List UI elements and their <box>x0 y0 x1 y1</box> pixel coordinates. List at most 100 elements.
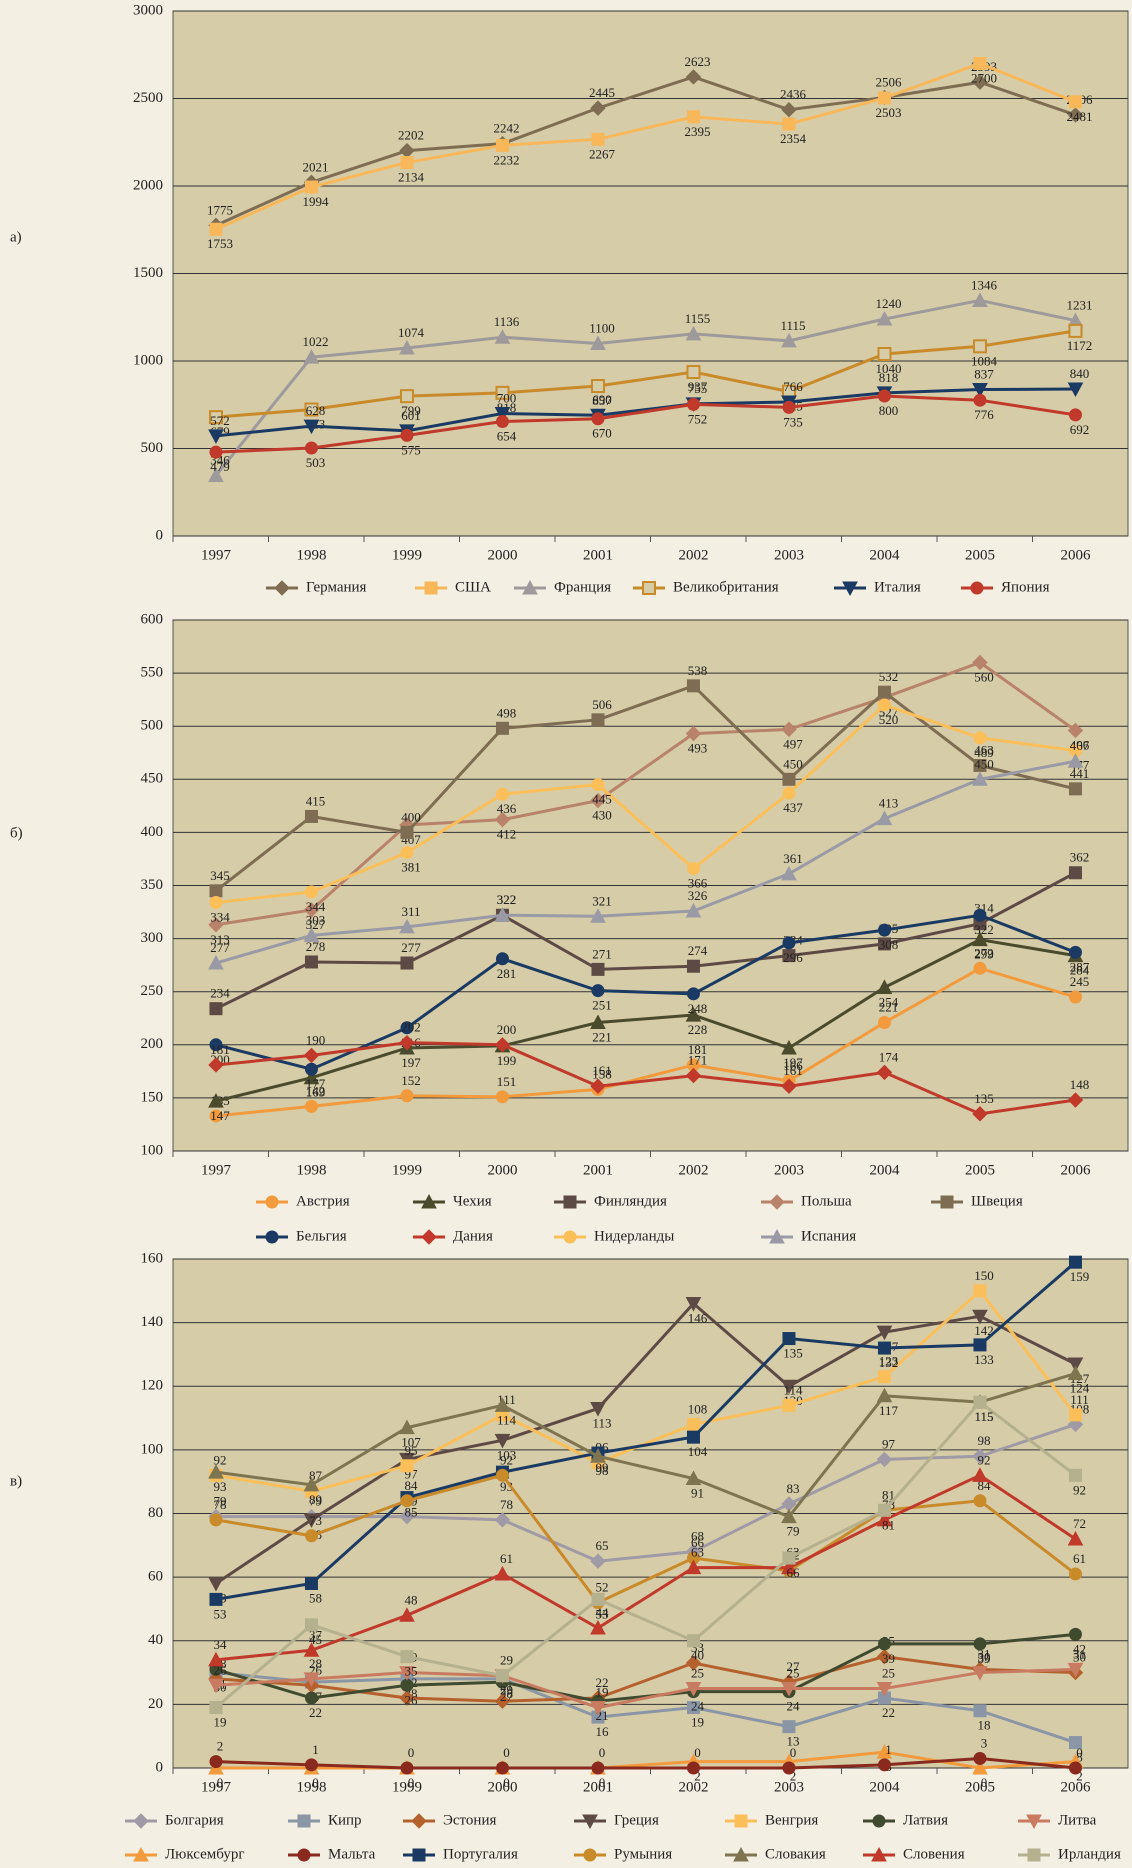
value-label: 0 <box>694 1745 701 1760</box>
value-label: 278 <box>306 939 326 954</box>
point <box>304 1758 318 1772</box>
point <box>685 69 702 85</box>
value-label: 287 <box>1070 959 1090 974</box>
point <box>973 1704 987 1718</box>
value-label: 115 <box>974 1409 993 1424</box>
point <box>494 1037 511 1053</box>
value-label: 284 <box>1070 963 1090 978</box>
legend-marker <box>424 581 438 595</box>
point <box>686 959 700 973</box>
series-line <box>215 329 1076 419</box>
y-tick-label: 600 <box>141 611 164 627</box>
value-label: 132 <box>879 1355 899 1370</box>
series-line <box>215 1288 1077 1493</box>
value-label: 72 <box>1073 1516 1086 1531</box>
point <box>685 1681 702 1697</box>
point <box>686 110 700 124</box>
point <box>782 936 796 950</box>
value-label: 322 <box>497 892 517 907</box>
point <box>972 1666 988 1681</box>
value-label: 16 <box>595 1724 609 1739</box>
y-tick-label: 350 <box>141 877 164 893</box>
point <box>782 1332 796 1346</box>
series-line <box>215 1473 1077 1605</box>
point <box>303 927 320 942</box>
point <box>972 292 988 307</box>
value-label: 413 <box>879 796 899 811</box>
point <box>209 1513 223 1527</box>
point <box>877 923 891 937</box>
value-label: 0 <box>1076 1745 1083 1760</box>
series-line <box>215 1756 1076 1770</box>
value-label: 735 <box>783 414 803 429</box>
value-label: 463 <box>974 742 994 757</box>
point <box>209 1002 223 1016</box>
value-label: 13 <box>786 1734 799 1749</box>
point <box>590 1448 606 1463</box>
value-label: 24 <box>786 1699 800 1714</box>
point <box>972 1759 988 1775</box>
legend-marker <box>872 1814 886 1828</box>
value-label: 1115 <box>780 318 805 333</box>
point <box>400 1761 414 1775</box>
point <box>686 1634 700 1648</box>
value-label: 142 <box>974 1323 994 1338</box>
point <box>208 1576 224 1592</box>
legend-marker <box>265 1195 279 1209</box>
value-label: 169 <box>306 1085 326 1100</box>
point <box>781 1681 797 1697</box>
value-label: 520 <box>879 712 899 727</box>
x-tick-label: 1998 <box>296 547 326 563</box>
point <box>782 772 796 786</box>
y-tick-label: 250 <box>141 983 164 999</box>
series-line <box>215 871 1077 1011</box>
point <box>686 1761 700 1775</box>
value-label: 296 <box>783 950 803 965</box>
y-tick-label: 80 <box>148 1505 163 1521</box>
x-tick-label: 2005 <box>965 1162 995 1178</box>
legend-marker <box>563 1230 577 1244</box>
value-label: 430 <box>592 808 612 823</box>
x-tick-label: 2006 <box>1060 1779 1091 1795</box>
point <box>400 1650 414 1664</box>
value-label: 1074 <box>398 325 425 340</box>
point <box>590 908 606 923</box>
legend-label: Эстония <box>443 1812 496 1828</box>
value-label: 441 <box>1070 766 1090 781</box>
point <box>590 1553 606 1569</box>
value-label: 48 <box>404 1592 417 1607</box>
value-label: 1084 <box>971 353 998 368</box>
value-label: 251 <box>592 998 612 1013</box>
legend-marker <box>421 1193 437 1209</box>
value-label: 89 <box>309 1492 322 1507</box>
value-label: 202 <box>401 1020 421 1035</box>
value-label: 800 <box>879 403 899 418</box>
point <box>876 1451 893 1468</box>
point <box>399 1666 415 1681</box>
point <box>304 885 318 899</box>
value-label: 322 <box>497 892 517 907</box>
value-label: 1346 <box>971 277 998 292</box>
point <box>782 1398 796 1412</box>
y-tick-label: 100 <box>141 1441 164 1457</box>
value-label: 166 <box>783 1058 803 1073</box>
point <box>209 222 223 236</box>
point <box>303 1513 320 1528</box>
point <box>876 810 893 826</box>
value-label: 766 <box>783 379 803 394</box>
value-label: 93 <box>213 1479 226 1494</box>
value-label: 2021 <box>302 159 328 174</box>
point <box>495 721 509 735</box>
x-tick-label: 2000 <box>487 1779 517 1795</box>
point <box>495 952 509 966</box>
value-label: 776 <box>974 407 994 422</box>
point <box>304 1062 318 1076</box>
value-label: 412 <box>497 827 517 842</box>
legend-label: Нидерланды <box>594 1228 674 1244</box>
point <box>686 679 700 693</box>
legend-label: Португалия <box>443 1846 518 1862</box>
point <box>973 57 987 70</box>
series-line <box>215 1667 1076 1710</box>
point <box>590 335 606 350</box>
value-label: 334 <box>210 909 230 924</box>
